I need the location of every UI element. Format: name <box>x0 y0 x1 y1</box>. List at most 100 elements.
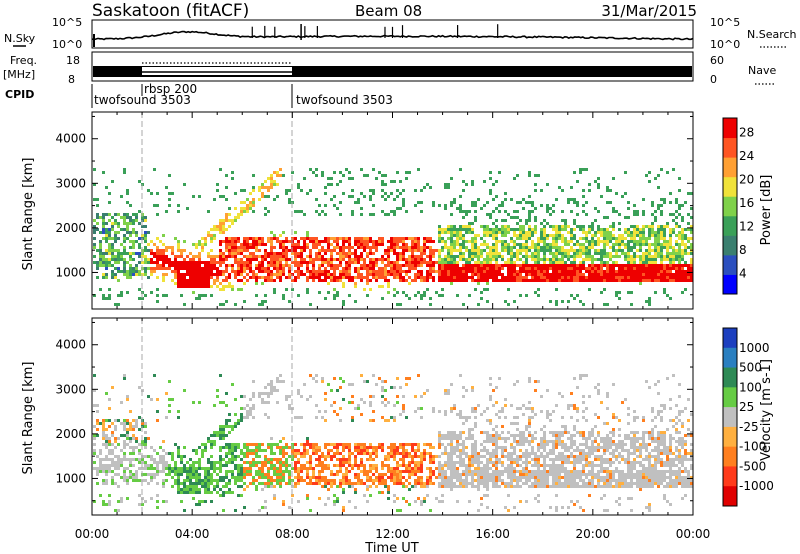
power-cell <box>249 237 252 240</box>
power-cell <box>630 291 633 294</box>
velocity-cell <box>318 461 321 464</box>
power-cell <box>438 264 441 267</box>
power-cell <box>450 264 453 267</box>
power-cell <box>672 246 675 249</box>
power-cell <box>657 270 660 273</box>
power-cell <box>345 252 348 255</box>
velocity-cell <box>162 449 165 452</box>
power-cell <box>162 234 165 237</box>
power-cell <box>471 255 474 258</box>
power-cell <box>384 279 387 282</box>
velocity-cell <box>183 470 186 473</box>
power-cell <box>438 237 441 240</box>
power-cell <box>363 237 366 240</box>
velocity-cell <box>393 476 396 479</box>
velocity-cell <box>246 443 249 446</box>
power-cell <box>615 273 618 276</box>
velocity-cell <box>258 395 261 398</box>
velocity-cell <box>165 392 168 395</box>
power-cell <box>555 252 558 255</box>
power-cell <box>429 246 432 249</box>
velocity-cell <box>156 506 159 509</box>
power-cell <box>618 249 621 252</box>
velocity-cell <box>117 464 120 467</box>
velocity-cell <box>420 485 423 488</box>
velocity-cell <box>120 434 123 437</box>
power-cell <box>144 234 147 237</box>
power-cell <box>285 252 288 255</box>
velocity-cell <box>168 398 171 401</box>
power-cell <box>297 294 300 297</box>
power-cell <box>123 246 126 249</box>
power-cell <box>663 231 666 234</box>
power-cell <box>582 303 585 306</box>
power-cell <box>309 276 312 279</box>
power-cell <box>126 222 129 225</box>
power-cell <box>324 267 327 270</box>
power-cell <box>273 237 276 240</box>
power-cell <box>225 258 228 261</box>
velocity-cell <box>426 389 429 392</box>
power-cell <box>108 264 111 267</box>
power-cell <box>456 228 459 231</box>
power-cell <box>465 183 468 186</box>
velocity-cell <box>330 443 333 446</box>
velocity-cell <box>111 476 114 479</box>
power-cell <box>657 228 660 231</box>
velocity-cell <box>423 500 426 503</box>
power-cell <box>102 255 105 258</box>
velocity-cell <box>348 482 351 485</box>
velocity-cell <box>327 488 330 491</box>
power-cell <box>612 267 615 270</box>
power-cell <box>387 255 390 258</box>
power-cell <box>267 261 270 264</box>
power-cell <box>534 252 537 255</box>
freq-label: Freq. <box>10 54 37 67</box>
velocity-cell <box>456 413 459 416</box>
power-cell <box>603 237 606 240</box>
velocity-cell <box>144 467 147 470</box>
velocity-cell <box>231 446 234 449</box>
power-cell <box>204 270 207 273</box>
velocity-cell <box>474 422 477 425</box>
velocity-cell <box>324 392 327 395</box>
power-cell <box>408 237 411 240</box>
freq-tick-bottom: 8 <box>68 73 75 86</box>
power-cell <box>372 264 375 267</box>
power-cell <box>372 189 375 192</box>
velocity-cell <box>318 449 321 452</box>
power-cell <box>612 237 615 240</box>
velocity-cell <box>195 473 198 476</box>
power-cell <box>156 204 159 207</box>
velocity-cell <box>285 395 288 398</box>
power-cell <box>672 255 675 258</box>
power-cell <box>240 213 243 216</box>
velocity-cell <box>390 452 393 455</box>
velocity-cell <box>123 425 126 428</box>
power-cell <box>138 246 141 249</box>
velocity-cell <box>186 491 189 494</box>
power-cell <box>573 228 576 231</box>
velocity-cell <box>192 488 195 491</box>
power-cell <box>669 273 672 276</box>
power-cell <box>555 234 558 237</box>
power-cell <box>174 267 177 270</box>
power-cell <box>495 243 498 246</box>
power-cell <box>519 264 522 267</box>
power-cell <box>105 261 108 264</box>
power-cell <box>444 228 447 231</box>
power-cell <box>312 240 315 243</box>
power-cell <box>282 249 285 252</box>
velocity-cell <box>114 437 117 440</box>
velocity-cell <box>276 482 279 485</box>
power-cell <box>450 243 453 246</box>
power-cell <box>486 261 489 264</box>
power-cell <box>609 237 612 240</box>
power-cell <box>114 267 117 270</box>
colorbar-segment <box>723 137 737 158</box>
power-cell <box>159 267 162 270</box>
velocity-cell <box>150 464 153 467</box>
velocity-cell <box>399 473 402 476</box>
power-cell <box>579 267 582 270</box>
power-cell <box>642 276 645 279</box>
